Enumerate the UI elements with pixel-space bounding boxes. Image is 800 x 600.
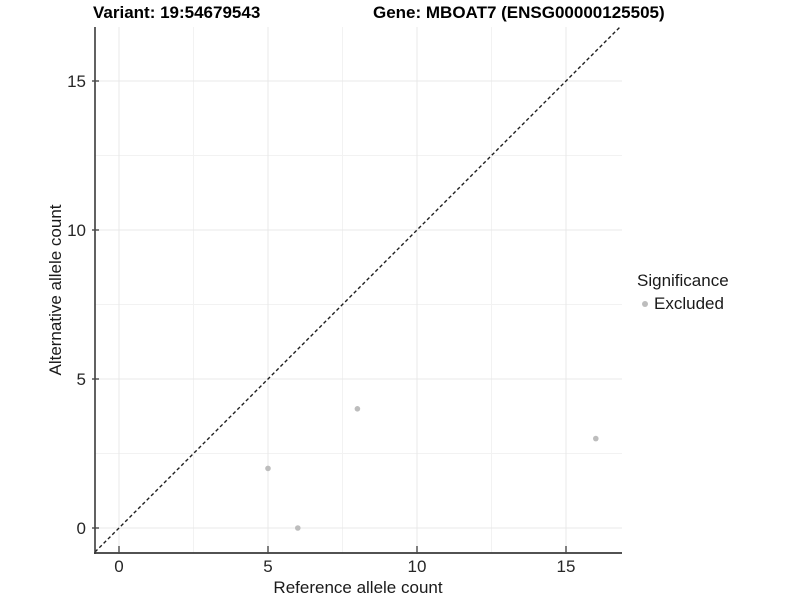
x-axis-title: Reference allele count (273, 578, 443, 597)
x-tick-label: 15 (557, 557, 576, 576)
x-tick-label: 5 (263, 557, 272, 576)
legend: Significance Excluded (637, 271, 729, 314)
y-tick-label: 15 (67, 72, 86, 91)
y-tick-label: 5 (77, 370, 86, 389)
x-tick-label: 10 (408, 557, 427, 576)
variant-title: Variant: 19:54679543 (93, 3, 261, 22)
legend-title: Significance (637, 271, 729, 290)
legend-point-icon (642, 301, 648, 307)
gene-title: Gene: MBOAT7 (ENSG00000125505) (373, 3, 665, 22)
legend-item-label: Excluded (654, 294, 724, 313)
x-tick-label: 0 (114, 557, 123, 576)
legend-item-excluded: Excluded (637, 294, 729, 314)
y-tick-label: 0 (77, 519, 86, 538)
y-tick-label: 10 (67, 221, 86, 240)
